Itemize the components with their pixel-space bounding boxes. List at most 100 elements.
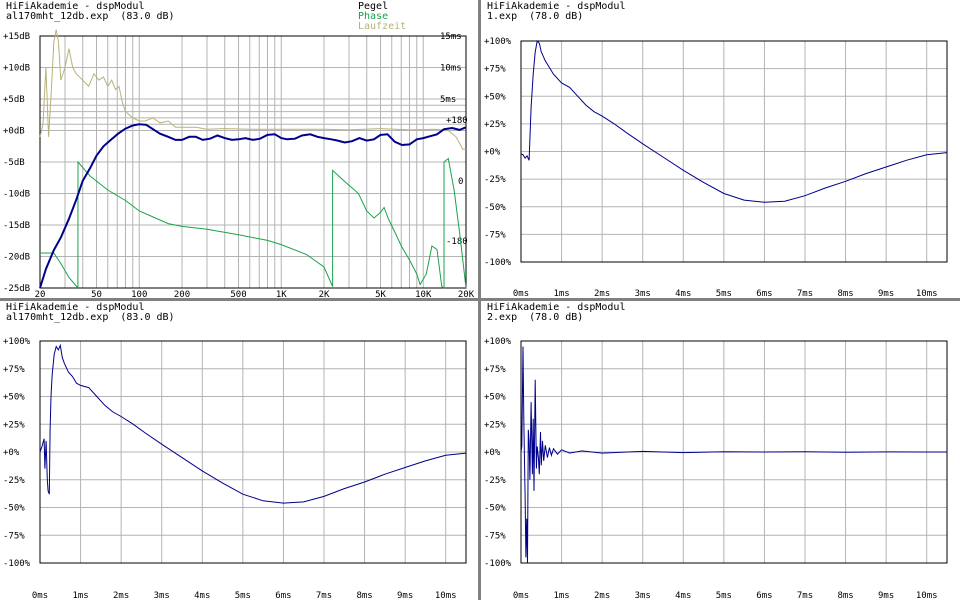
x-tick-label: 3ms xyxy=(635,591,651,600)
delay-tick-label: 15ms xyxy=(440,32,462,42)
impulse-response-line xyxy=(39,343,467,504)
y-tick-label: +15dB xyxy=(3,32,30,42)
x-tick-label: 500 xyxy=(230,290,246,298)
x-tick-label: 20 xyxy=(35,290,46,298)
x-tick-label: 2ms xyxy=(594,591,610,600)
phase-tick-label: +180 xyxy=(446,116,468,126)
y-tick-label: -100% xyxy=(484,258,512,268)
panel-subtitle: al170mht_12db.exp (83.0 dB) xyxy=(6,312,175,323)
series-phase-line xyxy=(40,157,467,290)
y-tick-label: -75% xyxy=(484,531,506,541)
y-tick-label: +25% xyxy=(3,420,25,430)
x-tick-label: 10ms xyxy=(435,591,457,600)
legend-laufzeit: Laufzeit xyxy=(358,21,407,32)
x-tick-label: 4ms xyxy=(675,289,691,298)
plot-frame xyxy=(39,35,467,289)
legend-phase: Phase xyxy=(358,11,389,22)
x-tick-label: 3ms xyxy=(635,289,651,298)
x-tick-label: 8ms xyxy=(837,591,853,600)
x-tick-label: 8ms xyxy=(356,591,372,600)
y-tick-label: -75% xyxy=(484,230,506,240)
x-tick-label: 5K xyxy=(375,290,386,298)
x-tick-label: 7ms xyxy=(316,591,332,600)
panel-subtitle: al170mht_12db.exp (83.0 dB) xyxy=(6,11,175,22)
y-tick-label: -100% xyxy=(484,559,512,569)
x-tick-label: 5ms xyxy=(716,591,732,600)
plot-frame xyxy=(520,40,948,263)
x-tick-label: 20K xyxy=(458,290,475,298)
panel-title: HiFiAkademie - dspModul xyxy=(6,1,145,12)
impulse-response-1-panel: +100% +75% +50% +25% +0% -25% -50% -75% -100% 0ms… xyxy=(481,0,960,298)
x-tick-label: 9ms xyxy=(878,591,894,600)
phase-tick-label: 0 xyxy=(458,177,463,187)
x-tick-label: 2ms xyxy=(113,591,129,600)
x-tick-label: 1ms xyxy=(72,591,88,600)
y-tick-label: +10dB xyxy=(3,64,30,74)
x-tick-label: 1ms xyxy=(553,591,569,600)
x-tick-label: 1K xyxy=(276,290,287,298)
x-tick-label: 50 xyxy=(91,290,102,298)
impulse-response-main-panel: +100% +75% +50% +25% +0% -25% -50% -75% -100% 0ms… xyxy=(0,301,478,600)
phase-tick-label: -180 xyxy=(446,237,468,247)
x-tick-label: 10K xyxy=(415,290,432,298)
x-tick-label: 2K xyxy=(319,290,330,298)
frequency-response-panel: +15dB +10dB +5dB +0dB -5dB -10dB -15dB -20dB -25… xyxy=(0,0,478,298)
x-tick-label: 8ms xyxy=(837,289,853,298)
x-tick-label: 9ms xyxy=(878,289,894,298)
y-tick-label: +25% xyxy=(484,120,506,130)
panel-title: HiFiAkademie - dspModul xyxy=(6,302,145,313)
x-tick-label: 0ms xyxy=(32,591,48,600)
legend-pegel: Pegel xyxy=(358,1,389,12)
impulse-response-line xyxy=(520,346,947,564)
impulse-chart: +100% +75% +50% +25% +0% -25% -50% -75% -100% 0ms… xyxy=(484,337,948,600)
x-tick-label: 0ms xyxy=(513,289,529,298)
grid xyxy=(39,340,466,564)
y-tick-label: -25% xyxy=(484,175,506,185)
impulse-chart: +100% +75% +50% +25% +0% -25% -50% -75% -100% 0ms… xyxy=(484,37,948,298)
y-tick-label: -25% xyxy=(484,476,506,486)
x-tick-label: 3ms xyxy=(154,591,170,600)
y-tick-label: -75% xyxy=(3,531,25,541)
y-tick-label: +75% xyxy=(484,365,506,375)
panel-title: HiFiAkademie - dspModul xyxy=(487,302,626,313)
y-tick-label: +75% xyxy=(484,65,506,75)
y-tick-label: -100% xyxy=(3,559,31,569)
impulse-response-2-panel: +100% +75% +50% +25% +0% -25% -50% -75% -100% 0ms… xyxy=(481,301,960,600)
panel-title: HiFiAkademie - dspModul xyxy=(487,1,626,12)
y-tick-label: +0% xyxy=(484,448,501,458)
horizontal-divider xyxy=(0,298,960,301)
x-tick-label: 200 xyxy=(174,290,190,298)
y-tick-label: +0% xyxy=(3,448,20,458)
x-tick-label: 7ms xyxy=(797,289,813,298)
y-tick-label: -25% xyxy=(3,476,25,486)
y-tick-label: +50% xyxy=(484,92,506,102)
x-tick-label: 4ms xyxy=(675,591,691,600)
y-tick-label: +5dB xyxy=(3,95,25,105)
grid xyxy=(520,40,947,263)
series-laufzeit-line xyxy=(39,29,466,150)
x-tick-label: 7ms xyxy=(797,591,813,600)
x-tick-label: 10ms xyxy=(916,591,938,600)
y-tick-label: +75% xyxy=(3,365,25,375)
y-tick-label: -20dB xyxy=(3,253,30,263)
y-tick-label: +100% xyxy=(484,37,512,47)
panel-subtitle: 1.exp (78.0 dB) xyxy=(487,11,584,22)
x-tick-label: 6ms xyxy=(756,591,772,600)
x-tick-label: 9ms xyxy=(397,591,413,600)
y-tick-label: +50% xyxy=(484,393,506,403)
y-tick-label: +25% xyxy=(484,420,506,430)
impulse-chart: +100% +75% +50% +25% +0% -25% -50% -75% -100% 0ms… xyxy=(3,337,467,600)
y-tick-label: +50% xyxy=(3,393,25,403)
x-tick-label: 5ms xyxy=(235,591,251,600)
frequency-chart: +15dB +10dB +5dB +0dB -5dB -10dB -15dB -20dB -25… xyxy=(3,29,475,298)
y-tick-label: -25dB xyxy=(3,284,30,294)
y-tick-label: +100% xyxy=(484,337,512,347)
x-tick-label: 10ms xyxy=(916,289,938,298)
x-tick-label: 4ms xyxy=(194,591,210,600)
impulse-response-line xyxy=(520,39,948,203)
grid xyxy=(39,35,467,289)
y-tick-label: -5dB xyxy=(3,158,25,168)
y-tick-label: +0dB xyxy=(3,127,25,137)
x-tick-label: 2ms xyxy=(594,289,610,298)
